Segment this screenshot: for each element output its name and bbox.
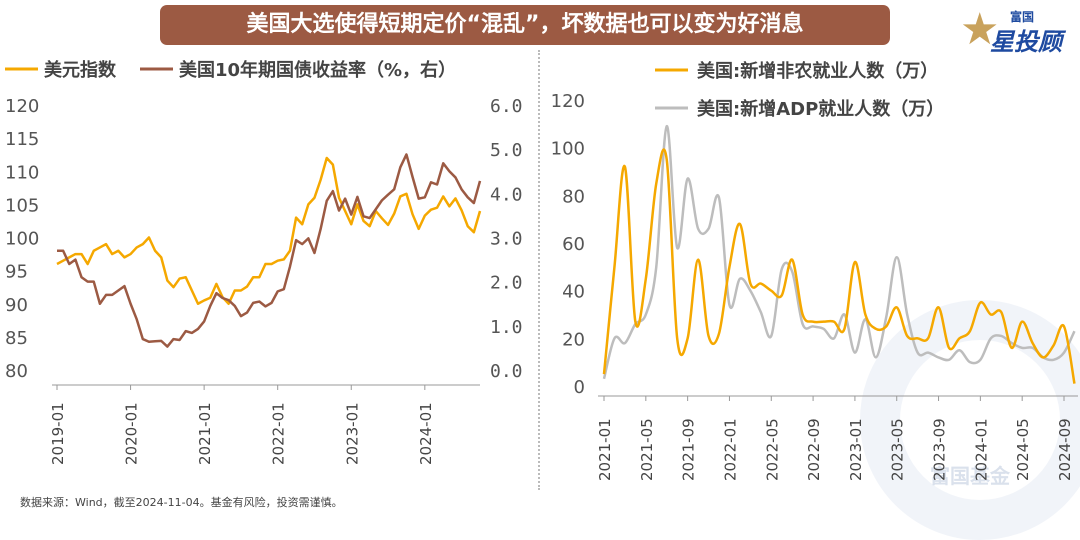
x-tick-label: 2021-05 <box>638 418 656 481</box>
brand-logo: ★ 富国 星投顾 <box>960 4 1070 57</box>
y-right-tick-label: 6.0 <box>490 96 523 117</box>
legend-label-yield: 美国10年期国债收益率（%，右） <box>179 59 456 81</box>
y-right-tick-label: 5.0 <box>490 140 523 161</box>
y-left-tick-label: 85 <box>5 328 28 349</box>
x-tick-label: 2022-01 <box>270 402 288 465</box>
y-right-tick-label: 3.0 <box>490 229 523 250</box>
y-right-tick-label: 4.0 <box>490 184 523 205</box>
legend-label-nonfarm: 美国:新增非农就业人数（万） <box>697 60 938 82</box>
y-left-tick-label: 110 <box>5 162 39 183</box>
x-tick-label: 2020-01 <box>123 402 141 465</box>
y-tick-label: 60 <box>562 234 585 255</box>
logo-text-small: 富国 <box>1010 10 1035 24</box>
watermark: 富国基金 <box>930 464 1010 488</box>
y-tick-label: 120 <box>551 91 585 112</box>
x-tick-label: 2024-05 <box>1014 418 1032 481</box>
y-right-tick-label: 1.0 <box>490 317 523 338</box>
x-tick-label: 2023-09 <box>931 418 949 481</box>
y-tick-label: 80 <box>562 186 585 207</box>
y-tick-label: 40 <box>562 282 585 303</box>
x-tick-label: 2024-01 <box>417 402 435 465</box>
y-left-tick-label: 80 <box>5 361 28 382</box>
charts-svg: 美元指数 美国10年期国债收益率（%，右） 80 85 90 95 100 105 110 115… <box>5 59 1078 481</box>
x-tick-label: 2024-09 <box>1056 418 1074 481</box>
logo-text-large: 星投顾 <box>990 28 1062 56</box>
y-left-tick-label: 120 <box>5 96 39 117</box>
y-left-tick-label: 95 <box>5 262 28 283</box>
y-tick-label: 100 <box>551 139 585 160</box>
series-line-nonfarm <box>602 148 1076 384</box>
footer-source: 数据来源：Wind，截至2024-11-04。基金有风险，投资需谨慎。 <box>20 496 343 509</box>
x-tick-label: 2023-01 <box>847 418 865 481</box>
x-tick-label: 2022-09 <box>805 418 823 481</box>
legend-label-dxy: 美元指数 <box>44 59 117 81</box>
x-tick-label: 2021-09 <box>680 418 698 481</box>
y-left-tick-label: 100 <box>5 229 39 250</box>
x-tick-label: 2023-05 <box>889 418 907 481</box>
x-tick-label: 2019-01 <box>49 402 67 465</box>
y-left-tick-label: 115 <box>5 129 39 150</box>
x-tick-label: 2022-01 <box>721 418 739 481</box>
y-tick-label: 0 <box>574 377 585 398</box>
y-left-tick-label: 105 <box>5 195 39 216</box>
y-right-tick-label: 2.0 <box>490 273 523 294</box>
y-left-tick-label: 90 <box>5 295 28 316</box>
x-tick-label: 2022-05 <box>763 418 781 481</box>
legend-label-adp: 美国:新增ADP就业人数（万） <box>697 98 944 120</box>
x-tick-label: 2021-01 <box>196 402 214 465</box>
y-tick-label: 20 <box>562 329 585 350</box>
series-line-yield <box>57 153 482 348</box>
banner-title: 美国大选使得短期定价“混乱”，坏数据也可以变为好消息 <box>160 5 890 45</box>
series-line-dxy <box>56 156 482 305</box>
x-tick-label: 2024-01 <box>972 418 990 481</box>
y-right-tick-label: 0.0 <box>490 361 523 382</box>
divider <box>538 50 540 490</box>
series-line-adp <box>602 124 1076 380</box>
x-tick-label: 2023-01 <box>343 402 361 465</box>
star-icon: ★ <box>960 4 1000 55</box>
x-tick-label: 2021-01 <box>596 418 614 481</box>
